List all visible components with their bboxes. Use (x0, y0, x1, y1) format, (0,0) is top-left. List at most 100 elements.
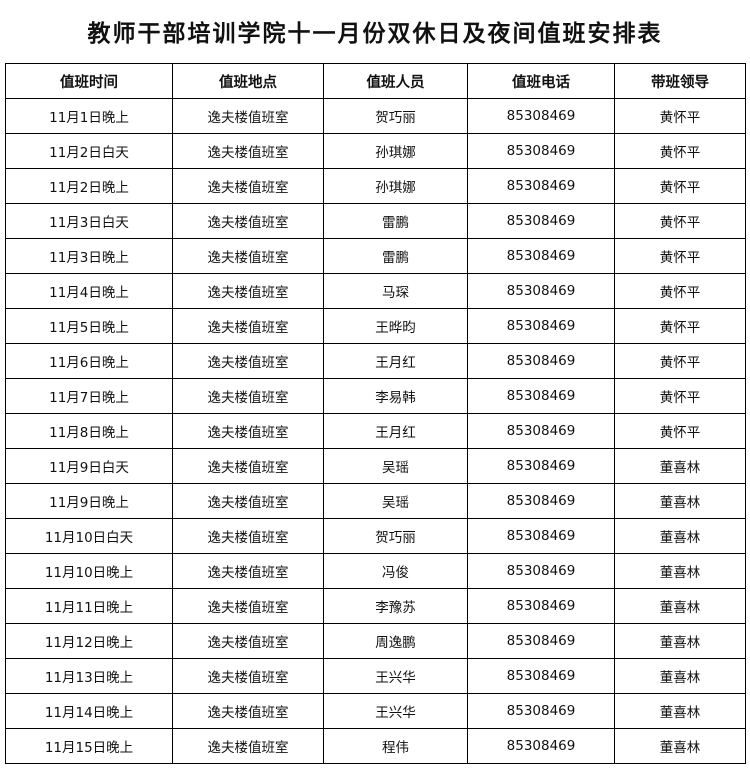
cell-duty-phone: 85308469 (467, 273, 615, 309)
page-title: 教师干部培训学院十一月份双休日及夜间值班安排表 (87, 20, 663, 47)
table-row: 11月2日白天 逸夫楼值班室 孙琪娜 85308469 黄怀平 (5, 133, 746, 169)
cell-duty-time: 11月3日白天 (5, 203, 173, 239)
cell-duty-phone: 85308469 (467, 168, 615, 204)
cell-duty-person: 王晔昀 (323, 308, 468, 344)
cell-leader: 董喜林 (614, 518, 746, 554)
cell-duty-phone: 85308469 (467, 693, 615, 729)
cell-leader: 董喜林 (614, 658, 746, 694)
cell-duty-time: 11月6日晚上 (5, 343, 173, 379)
cell-duty-location: 逸夫楼值班室 (172, 168, 324, 204)
cell-duty-person: 雷鹏 (323, 203, 468, 239)
cell-leader: 董喜林 (614, 588, 746, 624)
cell-leader: 黄怀平 (614, 413, 746, 449)
cell-duty-location: 逸夫楼值班室 (172, 273, 324, 309)
cell-leader: 董喜林 (614, 448, 746, 484)
cell-duty-person: 贺巧丽 (323, 98, 468, 134)
table-row: 11月15日晚上 逸夫楼值班室 程伟 85308469 董喜林 (5, 728, 746, 764)
cell-duty-location: 逸夫楼值班室 (172, 588, 324, 624)
cell-duty-time: 11月3日晚上 (5, 238, 173, 274)
cell-leader: 黄怀平 (614, 378, 746, 414)
header-row: 值班时间 值班地点 值班人员 值班电话 带班领导 (5, 63, 746, 99)
cell-duty-phone: 85308469 (467, 483, 615, 519)
cell-leader: 黄怀平 (614, 343, 746, 379)
cell-duty-phone: 85308469 (467, 133, 615, 169)
cell-leader: 黄怀平 (614, 273, 746, 309)
cell-duty-location: 逸夫楼值班室 (172, 518, 324, 554)
header-duty-location: 值班地点 (172, 63, 324, 99)
cell-duty-location: 逸夫楼值班室 (172, 448, 324, 484)
table-row: 11月2日晚上 逸夫楼值班室 孙琪娜 85308469 黄怀平 (5, 168, 746, 204)
cell-duty-location: 逸夫楼值班室 (172, 98, 324, 134)
cell-duty-time: 11月4日晚上 (5, 273, 173, 309)
cell-duty-location: 逸夫楼值班室 (172, 553, 324, 589)
cell-duty-location: 逸夫楼值班室 (172, 308, 324, 344)
cell-duty-phone: 85308469 (467, 343, 615, 379)
cell-duty-person: 李豫苏 (323, 588, 468, 624)
cell-duty-location: 逸夫楼值班室 (172, 133, 324, 169)
cell-duty-location: 逸夫楼值班室 (172, 238, 324, 274)
cell-duty-phone: 85308469 (467, 98, 615, 134)
cell-duty-phone: 85308469 (467, 553, 615, 589)
header-leader: 带班领导 (614, 63, 746, 99)
cell-duty-time: 11月14日晚上 (5, 693, 173, 729)
cell-duty-person: 王月红 (323, 343, 468, 379)
cell-duty-time: 11月9日白天 (5, 448, 173, 484)
table-row: 11月1日晚上 逸夫楼值班室 贺巧丽 85308469 黄怀平 (5, 98, 746, 134)
table-row: 11月9日晚上 逸夫楼值班室 吴瑶 85308469 董喜林 (5, 483, 746, 519)
table-row: 11月7日晚上 逸夫楼值班室 李易韩 85308469 黄怀平 (5, 378, 746, 414)
cell-duty-time: 11月11日晚上 (5, 588, 173, 624)
table-row: 11月9日白天 逸夫楼值班室 吴瑶 85308469 董喜林 (5, 448, 746, 484)
cell-duty-person: 周逸鹏 (323, 623, 468, 659)
cell-leader: 黄怀平 (614, 168, 746, 204)
table-row: 11月3日白天 逸夫楼值班室 雷鹏 85308469 黄怀平 (5, 203, 746, 239)
table-row: 11月14日晚上 逸夫楼值班室 王兴华 85308469 董喜林 (5, 693, 746, 729)
cell-duty-person: 孙琪娜 (323, 133, 468, 169)
cell-duty-phone: 85308469 (467, 658, 615, 694)
cell-leader: 董喜林 (614, 693, 746, 729)
cell-leader: 董喜林 (614, 553, 746, 589)
table-row: 11月10日白天 逸夫楼值班室 贺巧丽 85308469 董喜林 (5, 518, 746, 554)
cell-duty-location: 逸夫楼值班室 (172, 483, 324, 519)
table-row: 11月8日晚上 逸夫楼值班室 王月红 85308469 黄怀平 (5, 413, 746, 449)
cell-duty-location: 逸夫楼值班室 (172, 378, 324, 414)
cell-leader: 黄怀平 (614, 238, 746, 274)
table-row: 11月11日晚上 逸夫楼值班室 李豫苏 85308469 董喜林 (5, 588, 746, 624)
header-duty-phone: 值班电话 (467, 63, 615, 99)
cell-duty-phone: 85308469 (467, 203, 615, 239)
header-duty-time: 值班时间 (5, 63, 173, 99)
cell-duty-phone: 85308469 (467, 588, 615, 624)
cell-duty-person: 雷鹏 (323, 238, 468, 274)
table-row: 11月5日晚上 逸夫楼值班室 王晔昀 85308469 黄怀平 (5, 308, 746, 344)
cell-duty-phone: 85308469 (467, 413, 615, 449)
cell-duty-phone: 85308469 (467, 238, 615, 274)
cell-duty-location: 逸夫楼值班室 (172, 413, 324, 449)
cell-duty-person: 吴瑶 (323, 448, 468, 484)
cell-duty-time: 11月2日白天 (5, 133, 173, 169)
cell-duty-person: 王兴华 (323, 693, 468, 729)
cell-duty-phone: 85308469 (467, 378, 615, 414)
cell-duty-person: 吴瑶 (323, 483, 468, 519)
table-row: 11月3日晚上 逸夫楼值班室 雷鹏 85308469 黄怀平 (5, 238, 746, 274)
cell-duty-person: 王月红 (323, 413, 468, 449)
cell-duty-person: 李易韩 (323, 378, 468, 414)
cell-duty-location: 逸夫楼值班室 (172, 728, 324, 764)
cell-leader: 董喜林 (614, 483, 746, 519)
cell-leader: 黄怀平 (614, 98, 746, 134)
cell-duty-time: 11月1日晚上 (5, 98, 173, 134)
cell-duty-person: 贺巧丽 (323, 518, 468, 554)
cell-leader: 董喜林 (614, 728, 746, 764)
cell-duty-time: 11月5日晚上 (5, 308, 173, 344)
table-row: 11月6日晚上 逸夫楼值班室 王月红 85308469 黄怀平 (5, 343, 746, 379)
cell-duty-person: 马琛 (323, 273, 468, 309)
cell-duty-time: 11月13日晚上 (5, 658, 173, 694)
cell-duty-phone: 85308469 (467, 448, 615, 484)
table-row: 11月10日晚上 逸夫楼值班室 冯俊 85308469 董喜林 (5, 553, 746, 589)
cell-duty-time: 11月9日晚上 (5, 483, 173, 519)
cell-duty-time: 11月2日晚上 (5, 168, 173, 204)
cell-duty-person: 程伟 (323, 728, 468, 764)
header-duty-person: 值班人员 (323, 63, 468, 99)
cell-duty-time: 11月10日晚上 (5, 553, 173, 589)
cell-leader: 黄怀平 (614, 203, 746, 239)
cell-leader: 董喜林 (614, 623, 746, 659)
cell-duty-location: 逸夫楼值班室 (172, 658, 324, 694)
